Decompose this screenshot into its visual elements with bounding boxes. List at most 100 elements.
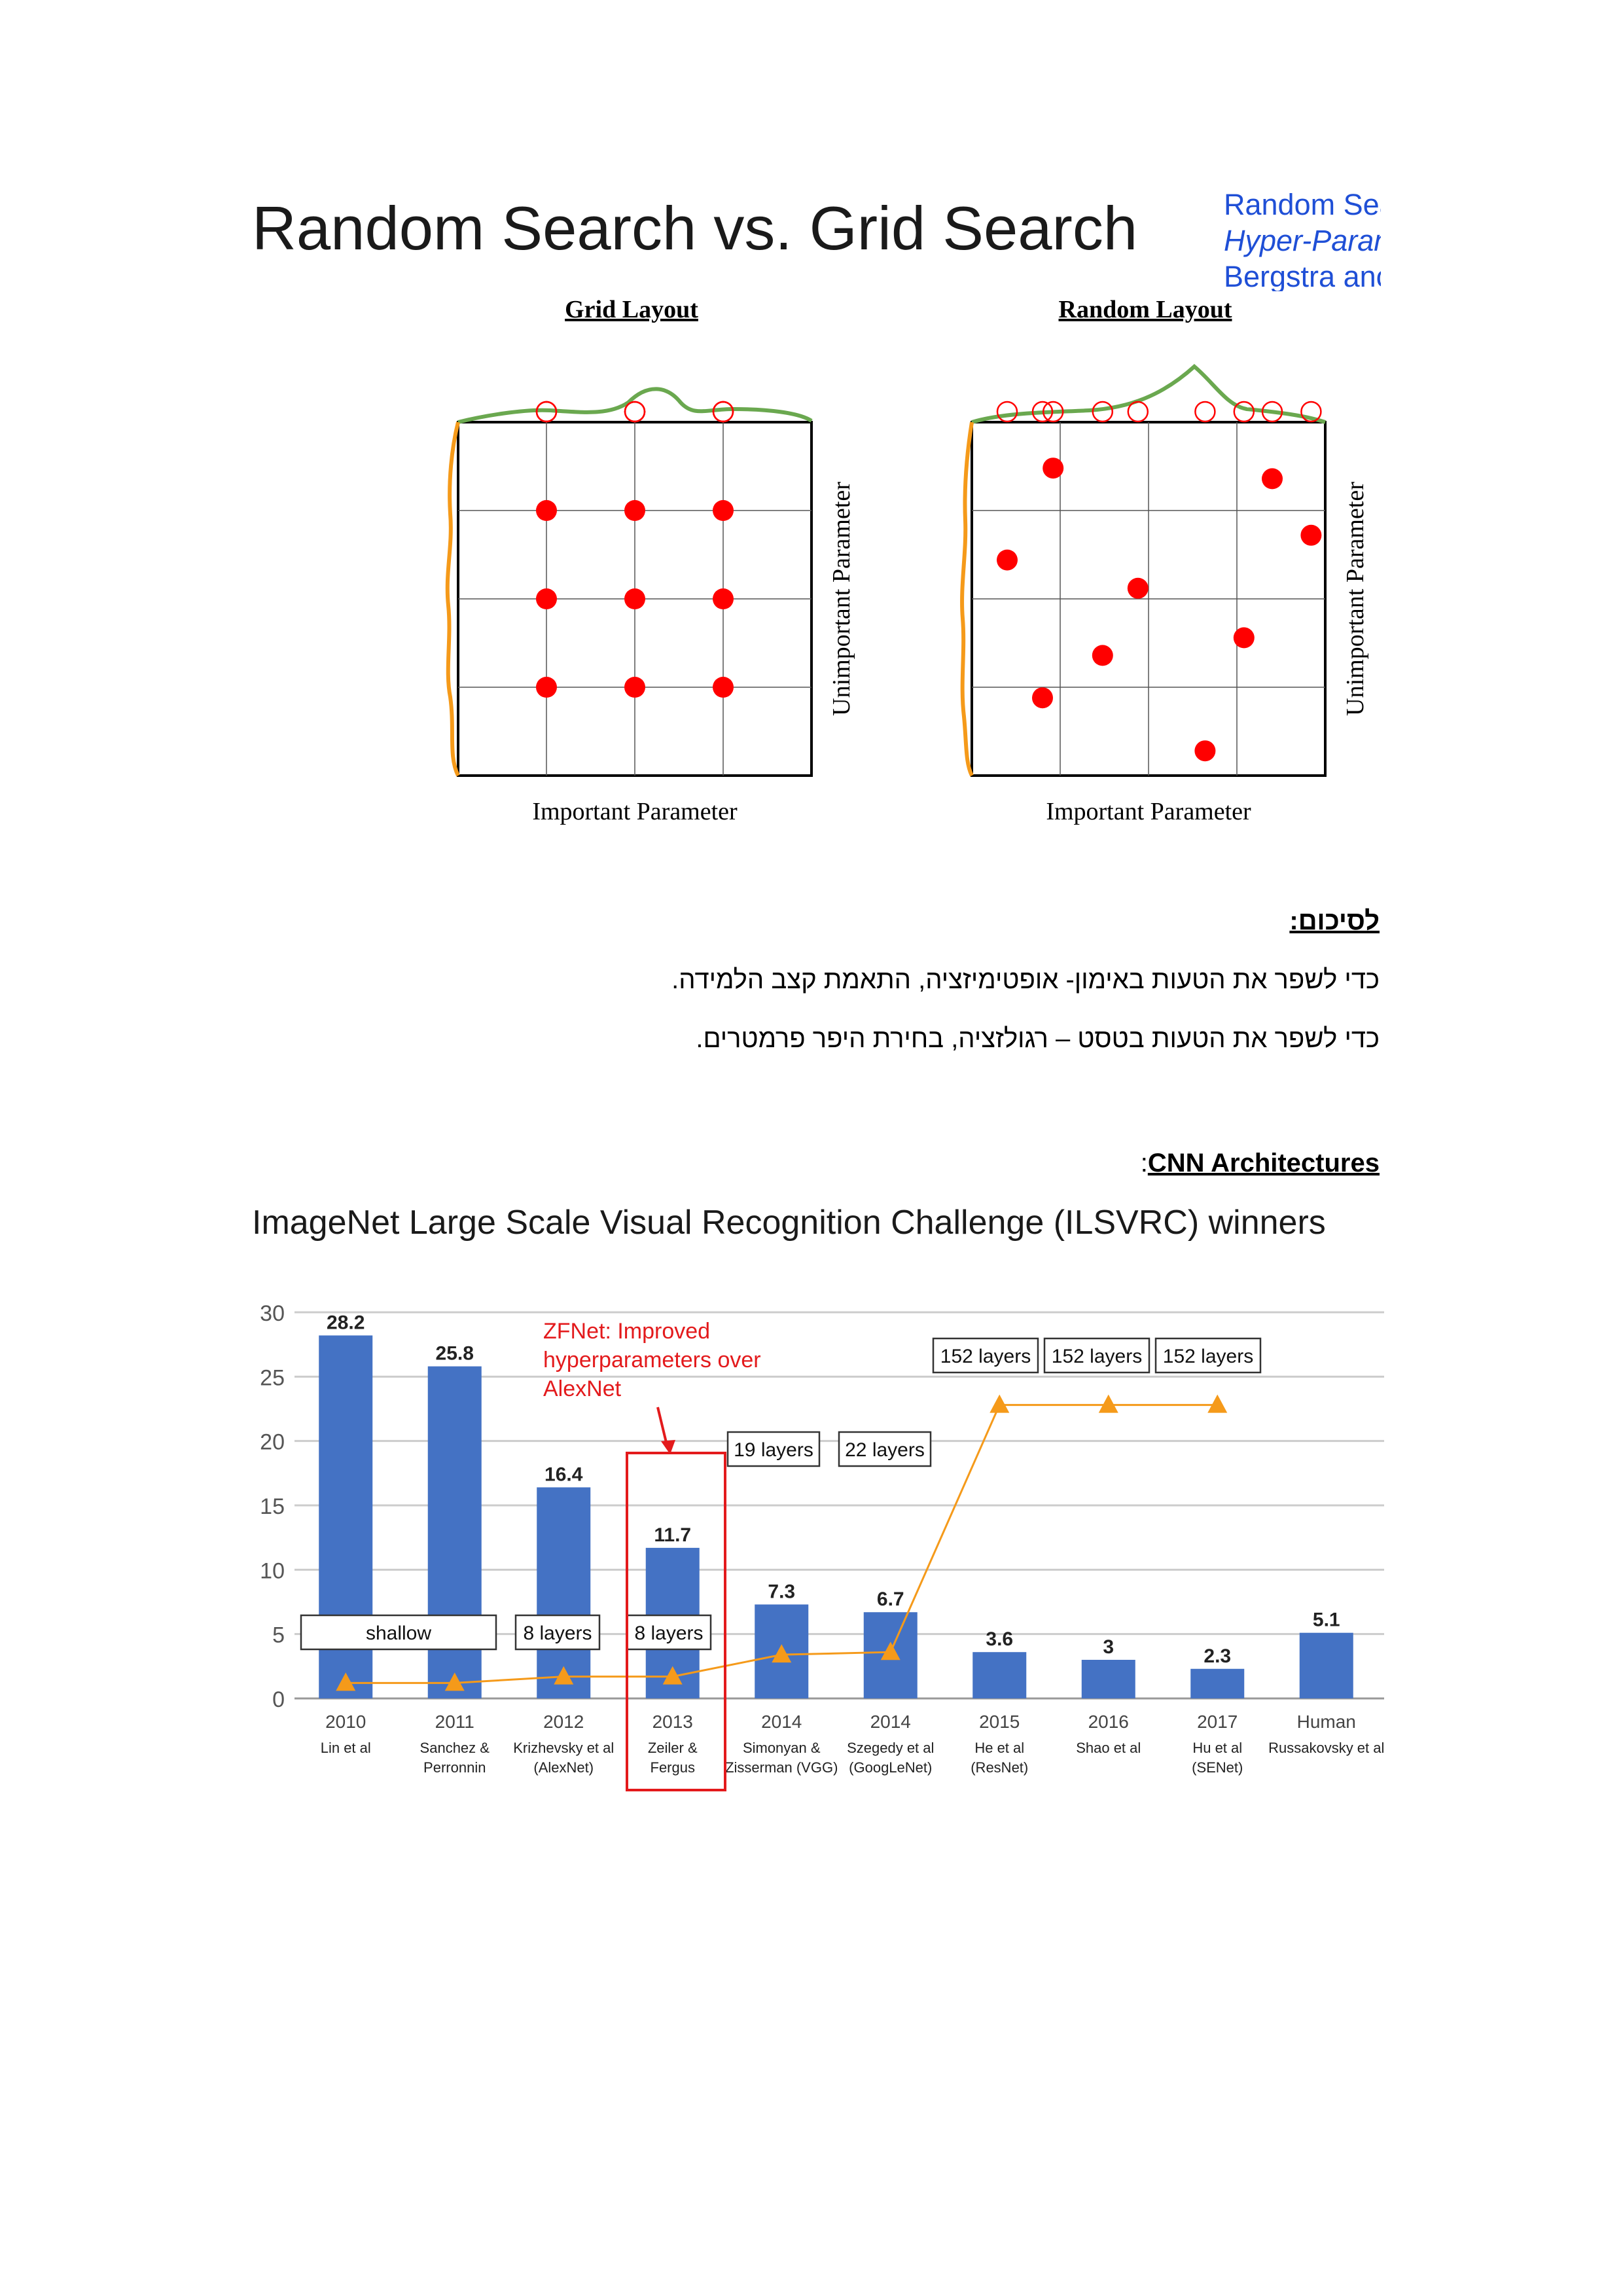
depth-label-box [726,1431,821,1467]
x-tick-label: 2012 [543,1712,584,1732]
sample-point [713,677,734,698]
depth-marker [1207,1394,1228,1413]
bar-value-label: 7.3 [768,1581,795,1602]
grid-x-axis-label: Important Parameter [532,798,738,825]
sample-point [624,588,645,609]
random-layout-title: Random Layout [1059,296,1232,323]
author-label: He et al [974,1740,1024,1756]
sample-point [624,677,645,698]
important-projection-marks [535,401,734,423]
grid-layout-title: Grid Layout [565,296,698,323]
unimportant-distribution-curve [445,422,460,777]
cnn-heading-text: CNN Architectures [1147,1149,1380,1177]
author-label: Krizhevsky et al [513,1740,614,1756]
bar-value-label: 25.8 [436,1343,474,1365]
random-grid-lines [972,422,1325,776]
cnn-heading-prefix: : [1140,1149,1148,1177]
sample-point [1262,468,1283,490]
y-tick-label: 10 [260,1558,285,1583]
reference-line-2: Hyper-Paran [1224,224,1381,257]
depth-label: 152 layers [940,1346,1031,1367]
random-important-curve [971,364,1326,424]
x-tick-label: 2013 [652,1712,693,1732]
author-label: Shao et al [1076,1740,1141,1756]
bar-value-label: 2.3 [1204,1645,1231,1667]
projection-circle [624,401,646,423]
author-label: (AlexNet) [533,1759,594,1776]
depth-line-series [336,1394,1228,1691]
random-points [997,457,1322,762]
y-tick-label: 25 [260,1365,285,1390]
x-tick-label: 2014 [870,1712,911,1732]
depth-label-box [932,1337,1039,1374]
bar [1299,1632,1353,1698]
projection-circle [996,401,1018,423]
bar [537,1487,591,1698]
sample-point [1300,524,1322,546]
depth-marker [880,1641,901,1660]
depth-marker [772,1644,792,1663]
depth-label: 152 layers [1163,1346,1253,1367]
bar-value-label: 11.7 [654,1524,691,1546]
x-tick-label: 2016 [1088,1712,1129,1732]
zfnet-annotation-line-2: hyperparameters over [543,1348,761,1372]
y-tick-label: 30 [260,1301,285,1326]
random-y-axis-label: Unimportant Parameter [1342,482,1369,716]
chart-value-labels: 28.2 25.8 16.4 11.7 7.3 6.7 3.6 3 2.3 5.1 [327,1312,1340,1666]
author-label: (SENet) [1192,1759,1243,1776]
sample-point [1043,457,1064,479]
depth-label: 152 layers [1052,1346,1142,1367]
y-tick-label: 15 [260,1494,285,1519]
cnn-architectures-heading: :CNN Architectures [1141,1149,1380,1178]
depth-label: 22 layers [845,1439,925,1461]
author-label: Zeiler & [648,1740,698,1756]
grid-y-axis-label: Unimportant Parameter [828,482,855,716]
depth-marker [1098,1394,1118,1413]
depth-marker [554,1666,574,1685]
chart-title: ImageNet Large Scale Visual Recognition … [252,1204,1326,1242]
sample-point [713,500,734,521]
depth-label-box [514,1614,601,1651]
author-label: Hu et al [1192,1740,1242,1756]
x-tick-label: 2017 [1197,1712,1238,1732]
depth-label-boxes: shallow 8 layers 8 layers 19 layers 22 layer… [300,1337,1262,1651]
projection-circle [712,401,734,423]
zfnet-annotation-line-1: ZFNet: Improved [543,1319,710,1344]
depth-label: 8 layers [523,1623,592,1644]
x-tick-label: 2010 [325,1712,366,1732]
bar [972,1652,1027,1698]
sample-point [1032,687,1053,709]
author-label: Szegedy et al [847,1740,934,1756]
zfnet-highlight-box [626,1452,726,1791]
zfnet-arrow-head [661,1440,675,1454]
depth-marker [336,1672,356,1691]
sample-point [1092,645,1113,666]
depth-label-box [1043,1337,1150,1374]
sample-point [713,588,734,609]
y-tick-label: 5 [272,1623,285,1648]
sample-point [536,588,557,609]
bar-value-label: 6.7 [877,1588,904,1610]
bar-value-label: 3.6 [986,1628,1013,1650]
sample-point [536,677,557,698]
bar-value-label: 3 [1103,1636,1114,1658]
chart-author-labels: Lin et al Sanchez & Perronnin Krizhevsky et… [321,1740,1385,1776]
author-label: Zisserman (VGG) [725,1759,838,1776]
author-label: Fergus [651,1759,695,1776]
y-tick-label: 0 [272,1687,285,1712]
paper-reference-link[interactable]: Random Sea Hyper-Paran Bergstra anc [1224,187,1381,291]
slide-title: Random Search vs. Grid Search [252,194,1138,262]
bar [1081,1660,1135,1698]
depth-label: 8 layers [634,1623,703,1644]
sample-point [536,500,557,521]
depth-label-box [300,1614,497,1651]
bar-value-label: 28.2 [327,1312,365,1333]
author-label: Russakovsky et al [1268,1740,1384,1756]
projection-circle [1127,401,1149,423]
x-tick-label: 2011 [435,1712,474,1732]
y-tick-label: 20 [260,1430,285,1455]
random-layout-panel [960,364,1327,777]
author-label: Sanchez & [420,1740,490,1756]
reference-line-3: Bergstra anc [1224,260,1381,291]
sample-point [1233,627,1255,649]
